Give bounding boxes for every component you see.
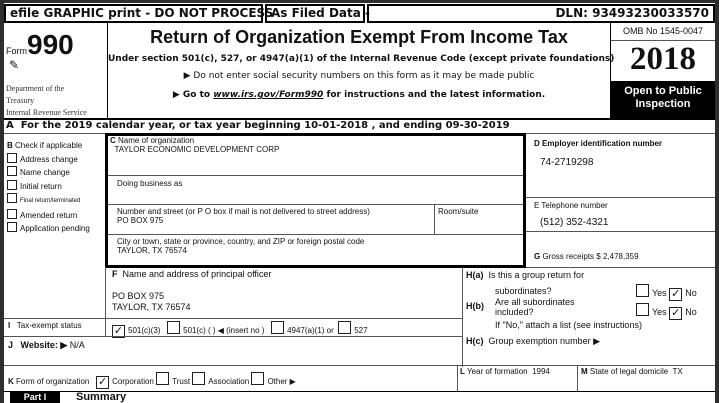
name-change-checkbox[interactable]: Name change [7,166,90,180]
phone-label: E Telephone number [534,201,608,210]
irs-link[interactable]: www.irs.gov/Form990 [213,90,324,100]
dba-field: Doing business as [117,179,183,188]
org-name-field: C Name of organization TAYLOR ECONOMIC D… [110,136,280,154]
form-label: Form [6,46,27,56]
hb-answer: Yes ✓ No [636,303,697,320]
hb-yes-checkbox[interactable]: Yes [636,303,667,317]
tax-status-options: ✓ 501(c)(3) 501(c) ( ) ◀ (insert no ) 494… [112,321,368,338]
ha-question: H(a) Is this a group return for [466,270,585,280]
room-suite-field: Room/suite [438,207,479,216]
form-990-page: efile GRAPHIC print - DO NOT PROCESS As … [4,3,715,403]
4947a1-checkbox[interactable]: 4947(a)(1) or [271,321,334,335]
ha-answer: Yes ✓ No [636,284,697,301]
organization-box [105,133,526,268]
form-subtitle: Under section 501(c), 527, or 4947(a)(1)… [108,54,615,64]
phone-value: (512) 352-4321 [540,217,609,228]
application-pending-checkbox[interactable]: Application pending [7,222,90,236]
form-title: Return of Organization Exempt From Incom… [150,27,568,47]
gross-receipts: G Gross receipts $ 2,478,359 [534,252,639,261]
ha-yes-checkbox[interactable]: Yes [636,284,667,298]
tax-status-label: I Tax-exempt status [8,321,82,330]
hc-group-exemption: H(c) Group exemption number ▶ [466,336,600,346]
ssn-notice: ▶ Do not enter social security numbers o… [183,71,535,81]
amended-return-checkbox[interactable]: Amended return [7,208,90,223]
line-a: A For the 2019 calendar year, or tax yea… [6,120,510,131]
city-field: City or town, state or province, country… [117,237,365,255]
form-number: 990 [27,29,74,60]
other-checkbox[interactable]: Other ▶ [251,372,296,386]
hb-question: H(b) [466,301,484,311]
trust-checkbox[interactable]: Trust [156,372,190,386]
ha-question-cont: subordinates? [495,286,552,296]
open-to-public-badge: Open to Public Inspection [611,81,715,118]
part-1-tag: Part I [10,392,60,403]
as-filed-banner: As Filed Data - [265,4,370,23]
check-applicable: B Check if applicable Address change Nam… [7,139,90,236]
state-of-domicile: M State of legal domicile TX [581,367,683,376]
org-form-row: K Form of organization ✓ Corporation Trus… [8,372,296,389]
part-1-title: Summary [76,391,127,403]
ein-value: 74-2719298 [540,157,594,168]
501c-checkbox[interactable]: 501(c) ( ) ◀ (insert no ) [167,321,264,335]
instructions-notice: ▶ Go to www.irs.gov/Form990 for instruct… [172,90,546,100]
hb-question-text: Are all subordinates included? [495,297,575,317]
efile-banner: efile GRAPHIC print - DO NOT PROCESS [4,4,273,23]
street-field: Number and street (or P O box if mail is… [117,207,370,225]
association-checkbox[interactable]: Association [192,372,249,386]
hb-no-checkbox[interactable]: ✓ No [669,307,697,320]
officer-address: PO BOX 975 TAYLOR, TX 76574 [112,291,191,312]
527-checkbox[interactable]: 527 [338,321,368,335]
irs-eagle-icon: ✎ [9,58,20,72]
year-of-formation: L Year of formation 1994 [460,367,550,376]
ha-no-checkbox[interactable]: ✓ No [669,288,697,301]
attach-list-note: If "No," attach a list (see instructions… [495,320,642,330]
initial-return-checkbox[interactable]: Initial return [7,179,90,194]
address-change-checkbox[interactable]: Address change [7,152,90,167]
corporation-checkbox[interactable]: ✓ Corporation [96,376,154,389]
website: J Website: ▶ N/A [8,340,85,350]
ein-label: D Employer identification number [534,139,663,148]
tax-year: 2018 [630,41,696,77]
officer-label: F Name and address of principal officer [112,269,272,279]
501c3-checkbox[interactable]: ✓ 501(c)(3) [112,325,161,338]
omb-number: OMB No 1545-0047 [622,26,704,36]
form-number-block: Form990 [6,29,74,61]
final-return-checkbox[interactable]: Final return/terminated [7,193,90,209]
dln: DLN: 93493230033570 [367,4,715,23]
department-label: Department of the Treasury Internal Revenu… [6,84,87,117]
